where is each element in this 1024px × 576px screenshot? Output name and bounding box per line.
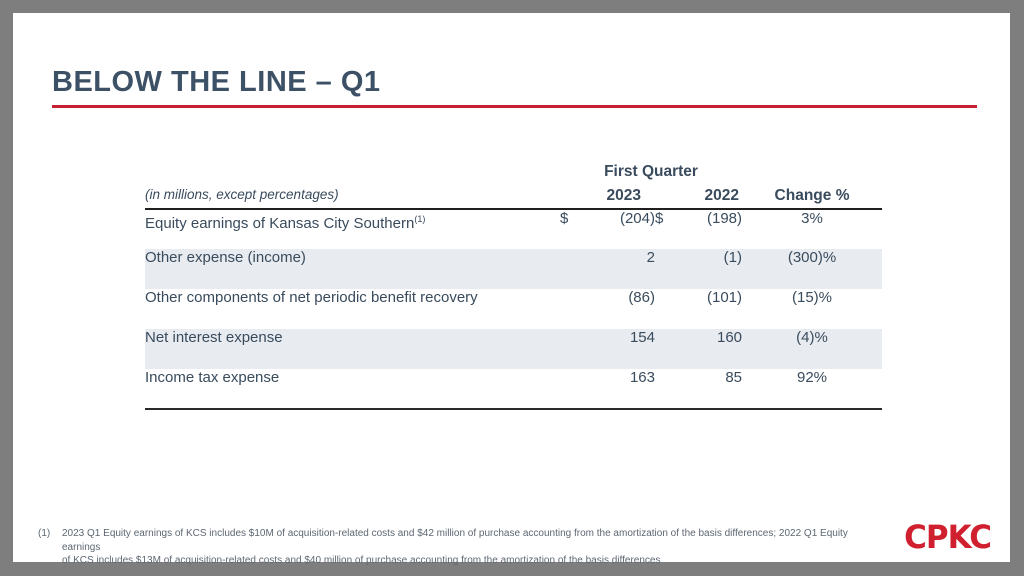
- value-2022: 85: [687, 369, 743, 410]
- currency-symbol-2023: $: [560, 210, 569, 227]
- footnote-line-2: of KCS includes $13M of acquisition-rela…: [62, 555, 661, 566]
- value-2023: 154: [629, 329, 655, 346]
- row-label-text: Equity earnings of Kansas City Southern: [145, 215, 415, 232]
- row-label: Net interest expense: [145, 329, 283, 346]
- title-accent-rule: [52, 105, 977, 108]
- value-2022: 160: [716, 329, 743, 346]
- column-header-2022: 2022: [655, 187, 743, 210]
- value-change-pct: (15)%: [792, 289, 833, 306]
- slide: BELOW THE LINE – Q1 First Quarter (in mi…: [13, 13, 1010, 566]
- currency-symbol-2022: [655, 329, 687, 369]
- value-2022: (1): [723, 249, 743, 266]
- row-label: Income tax expense: [145, 369, 560, 410]
- footnote-text: 2023 Q1 Equity earnings of KCS includes …: [62, 527, 853, 568]
- value-change-pct: 3%: [801, 210, 823, 227]
- currency-symbol-2023: [560, 249, 580, 289]
- group-header-first-quarter: First Quarter: [604, 163, 698, 180]
- value-2022: (101): [706, 289, 743, 306]
- footnote-ref: (1): [414, 214, 426, 224]
- footnote-marker: (1): [38, 528, 51, 539]
- row-label: Other components of net periodic benefit…: [145, 289, 478, 306]
- value-2023: (204): [619, 210, 655, 227]
- spacer-cell: [742, 163, 882, 187]
- row-label: Other expense (income): [145, 249, 306, 266]
- cpkc-logo: CPKC: [904, 519, 992, 557]
- footnote-line-1: 2023 Q1 Equity earnings of KCS includes …: [62, 528, 848, 553]
- page-title: BELOW THE LINE – Q1: [52, 66, 381, 98]
- value-2023: (86): [628, 289, 655, 306]
- currency-symbol-2022: [655, 369, 687, 410]
- value-change-pct: (4)%: [796, 329, 828, 346]
- table-row-net-interest-expense: Net interest expense 154 160 (4)%: [145, 329, 883, 369]
- table-row-other-components: Other components of net periodic benefit…: [145, 289, 882, 329]
- units-note: (in millions, except percentages): [145, 187, 560, 210]
- column-header-change-pct: Change %: [742, 187, 883, 210]
- spacer-cell: [145, 163, 560, 187]
- value-change-pct: 92%: [742, 369, 883, 410]
- currency-symbol-2022: [655, 249, 687, 289]
- column-header-2023: 2023: [560, 187, 655, 210]
- currency-symbol-2023: [560, 369, 580, 410]
- column-header-row: (in millions, except percentages) 2023 2…: [145, 187, 883, 210]
- financial-table: First Quarter (in millions, except perce…: [145, 163, 883, 410]
- group-header-row: First Quarter: [145, 163, 882, 187]
- row-label: Equity earnings of Kansas City Southern(…: [145, 209, 560, 249]
- currency-symbol-2022: $: [655, 210, 664, 227]
- table-row-equity-earnings: Equity earnings of Kansas City Southern(…: [145, 209, 882, 249]
- value-change-pct: (300)%: [787, 249, 837, 266]
- value-2023: 2: [646, 249, 655, 266]
- currency-symbol-2023: [560, 329, 580, 369]
- value-2023: 163: [580, 369, 655, 410]
- table-row-income-tax-expense: Income tax expense 163 85 92%: [145, 369, 883, 410]
- table-row-other-expense: Other expense (income) 2 (1) (300)%: [145, 249, 883, 289]
- footnote: (1) 2023 Q1 Equity earnings of KCS inclu…: [38, 527, 853, 568]
- currency-symbol-2023: [560, 289, 580, 329]
- currency-symbol-2022: [655, 289, 687, 329]
- value-2022: (198): [706, 210, 743, 227]
